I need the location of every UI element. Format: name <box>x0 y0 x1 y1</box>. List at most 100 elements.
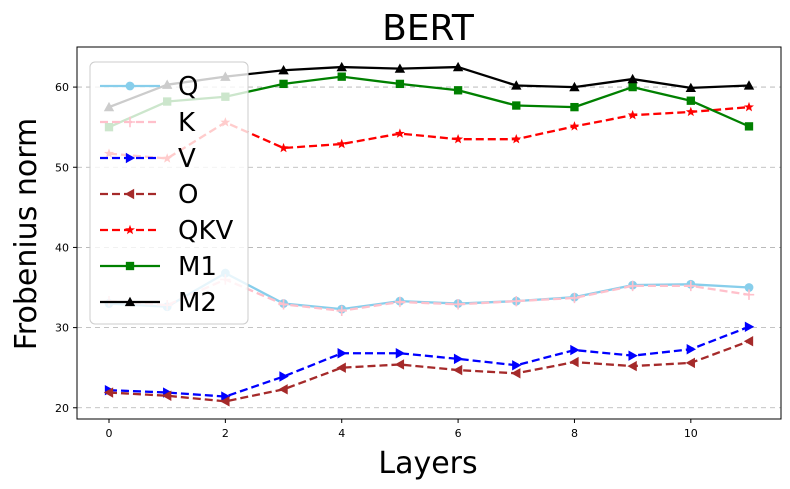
y-axis-ticks: 20 30 40 50 60 <box>55 81 77 415</box>
y-tick-label: 50 <box>55 161 69 174</box>
y-tick-label: 60 <box>55 81 69 94</box>
legend-box <box>89 61 249 325</box>
data-point-q <box>744 283 754 292</box>
data-point-v <box>512 360 522 371</box>
legend-entry-m2: M2 <box>100 288 217 318</box>
data-point-k <box>511 295 522 307</box>
data-point-k <box>743 289 755 300</box>
legend-label: M2 <box>178 288 217 318</box>
legend-entry-o: O <box>100 180 198 210</box>
x-tick-label: 0 <box>106 427 113 440</box>
data-point-m1 <box>628 82 637 92</box>
legend-marker <box>124 116 136 128</box>
data-point-m2 <box>627 73 638 84</box>
data-point-m2 <box>278 65 289 75</box>
data-point-qkv <box>569 121 580 131</box>
data-point-o <box>627 360 637 372</box>
legend-marker <box>125 261 135 271</box>
data-point-o <box>103 387 114 398</box>
legend-marker <box>124 188 135 200</box>
data-point-qkv <box>394 128 405 138</box>
data-point-o <box>161 390 172 401</box>
data-point-o <box>685 357 695 369</box>
legend-entry-k: K <box>100 108 196 138</box>
data-point-o <box>394 359 405 370</box>
x-tick-label: 10 <box>684 427 698 440</box>
data-point-o <box>743 336 754 347</box>
data-point-v <box>337 348 347 359</box>
x-tick-label: 4 <box>338 427 345 440</box>
data-point-qkv <box>336 138 347 149</box>
data-point-o <box>336 362 346 373</box>
x-axis-title: Layers <box>378 446 477 481</box>
data-point-m2 <box>743 80 755 90</box>
data-point-m1 <box>279 79 288 89</box>
data-point-m2 <box>394 63 406 73</box>
legend-entry-m1: M1 <box>100 252 217 282</box>
data-point-v <box>279 371 289 382</box>
legend-marker <box>125 81 135 91</box>
series-v <box>104 321 755 402</box>
legend-entry-q: Q <box>100 72 198 102</box>
data-point-v <box>744 321 755 333</box>
data-point-m1 <box>744 122 754 131</box>
data-point-v <box>453 353 464 365</box>
data-point-m1 <box>337 72 346 81</box>
chart-title: BERT <box>382 8 475 49</box>
data-point-m1 <box>512 101 521 110</box>
y-tick-label: 20 <box>55 402 69 415</box>
data-point-qkv <box>685 106 696 117</box>
data-point-m2 <box>511 80 522 90</box>
data-point-v <box>686 344 697 355</box>
data-point-m2 <box>685 82 697 93</box>
y-tick-label: 30 <box>55 322 69 335</box>
series-o <box>103 336 754 407</box>
data-point-qkv <box>511 134 522 144</box>
data-point-m2 <box>569 81 580 92</box>
legend-label: O <box>178 180 198 210</box>
legend-label: M1 <box>178 252 217 282</box>
y-axis-title: Frobenius norm <box>9 118 44 351</box>
data-point-k <box>278 299 289 310</box>
data-point-v <box>395 348 406 359</box>
legend-label: V <box>178 144 196 174</box>
data-point-m1 <box>395 79 405 89</box>
legend-marker <box>125 224 135 235</box>
data-point-k <box>627 280 638 292</box>
legend-marker <box>125 152 136 164</box>
data-point-o <box>569 356 579 368</box>
data-point-k <box>569 292 580 304</box>
data-point-v <box>221 391 231 402</box>
x-axis-ticks: 0 2 4 6 8 10 <box>106 419 698 440</box>
legend-label: QKV <box>178 216 234 246</box>
data-point-k <box>336 305 347 316</box>
series-line-v <box>108 325 750 398</box>
data-point-o <box>220 396 230 407</box>
data-point-qkv <box>278 142 289 153</box>
x-tick-label: 2 <box>222 427 229 440</box>
data-point-o <box>452 364 463 376</box>
series-line-o <box>108 340 750 403</box>
y-tick-label: 40 <box>55 241 69 254</box>
data-point-v <box>570 344 580 356</box>
plot-frame <box>76 46 782 420</box>
data-point-k <box>394 296 406 308</box>
legend-marker <box>124 296 136 307</box>
data-point-m1 <box>686 96 695 105</box>
data-point-qkv <box>453 134 464 144</box>
data-point-m2 <box>336 61 347 72</box>
data-point-v <box>628 350 638 361</box>
data-point-k <box>685 280 697 292</box>
data-point-k <box>452 299 464 310</box>
data-point-qkv <box>744 101 754 112</box>
data-point-m1 <box>453 86 463 95</box>
x-tick-label: 8 <box>571 427 578 440</box>
data-point-m1 <box>570 102 579 112</box>
legend-entry-qkv: QKV <box>100 216 234 246</box>
data-point-qkv <box>627 109 638 120</box>
data-point-o <box>511 368 521 379</box>
legend-entry-v: V <box>100 144 196 174</box>
data-point-m2 <box>452 61 464 72</box>
